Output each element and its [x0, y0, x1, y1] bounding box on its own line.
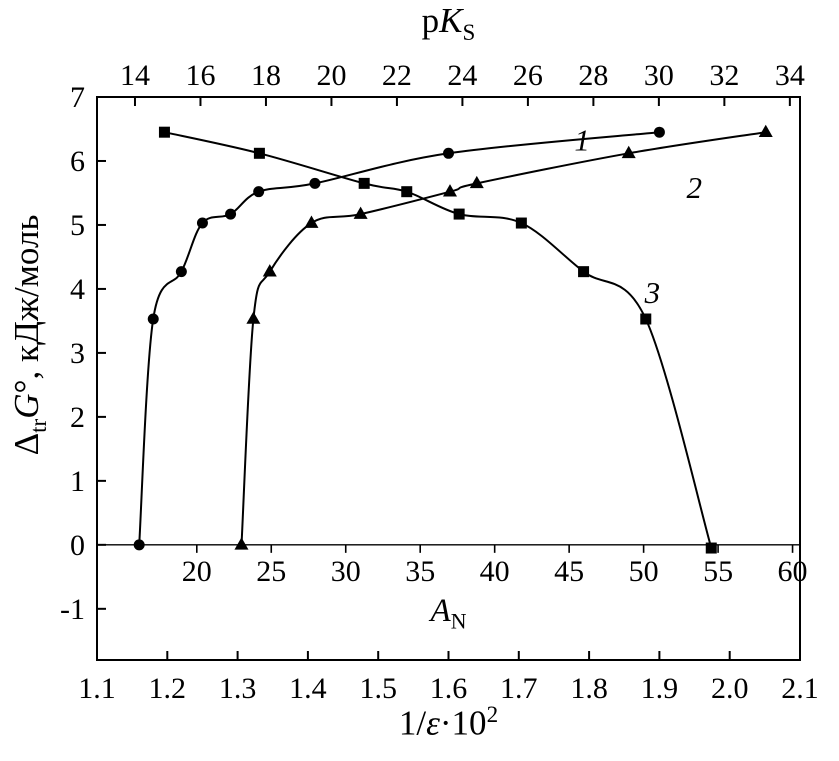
bottom-title-mid: ·10: [439, 703, 487, 743]
series-3-marker: [253, 147, 265, 159]
series-2-marker: [442, 184, 457, 197]
top-tick-label: 20: [316, 59, 346, 92]
series-3-marker: [578, 266, 590, 278]
bottom-tick-label: 1.9: [641, 672, 679, 705]
inner-tick-label: 50: [629, 555, 659, 588]
bottom-title-epsilon: ε: [426, 703, 440, 743]
top-tick-label: 14: [120, 59, 150, 92]
y-tick-label: 4: [70, 273, 85, 306]
series-2-marker: [304, 215, 319, 228]
series-2-marker: [758, 124, 773, 137]
inner-tick-label: 30: [331, 555, 361, 588]
series-2-marker: [469, 175, 484, 189]
bottom-axis-title: 1/ε·102: [97, 701, 800, 743]
series-3-marker: [401, 186, 413, 198]
bottom-tick-label: 1.8: [570, 672, 608, 705]
y-title-sub: tr: [25, 418, 51, 433]
series-3-marker: [453, 208, 465, 220]
inner-tick-label: 20: [182, 555, 212, 588]
series-1-marker: [443, 147, 454, 159]
y-tick-label: 1: [70, 465, 85, 498]
top-tick-label: 16: [185, 59, 215, 92]
bottom-tick-label: 1.5: [359, 672, 397, 705]
bottom-title-pre: 1/: [398, 703, 427, 743]
series-3-marker: [158, 126, 170, 138]
series-3-label: 3: [644, 275, 661, 310]
series-3-marker: [640, 313, 652, 325]
series-3-marker: [705, 542, 717, 554]
series-1-marker: [196, 217, 208, 229]
inner-tick-label: 55: [703, 555, 733, 588]
top-title-p: p: [421, 1, 440, 40]
top-title-sub: S: [462, 19, 476, 45]
series-1-marker: [133, 539, 145, 551]
y-tick-label: 7: [70, 81, 85, 114]
y-title-degree: °: [7, 379, 46, 394]
series-1-marker: [225, 208, 237, 220]
series-1-label: 1: [574, 123, 590, 158]
bottom-tick-label: 1.6: [430, 672, 468, 705]
series-1-marker: [147, 313, 159, 325]
bottom-tick-label: 1.2: [149, 672, 187, 705]
inner-tick-label: 25: [256, 555, 286, 588]
y-tick-label: 3: [70, 337, 85, 370]
top-tick-label: 32: [709, 59, 739, 92]
y-tick-label: 6: [70, 145, 85, 178]
inner-tick-label: 60: [778, 555, 808, 588]
series-3-marker: [358, 177, 370, 189]
top-tick-label: 28: [578, 59, 608, 92]
inner-axis-title: AN: [97, 593, 800, 635]
series-1-curve: [138, 131, 661, 546]
y-tick-label: 0: [70, 529, 85, 562]
series-2-label: 2: [687, 170, 703, 205]
bottom-tick-label: 2.1: [781, 672, 819, 705]
y-title-rest: , кДж/моль: [7, 214, 46, 380]
y-axis-title: ΔtrG°, кДж/моль: [7, 105, 52, 565]
series-2-marker: [234, 537, 249, 550]
y-tick-label: -1: [60, 593, 85, 626]
inner-title-a: A: [430, 593, 451, 629]
y-title-delta: Δ: [7, 432, 46, 456]
y-tick-label: 5: [70, 209, 85, 242]
series-2-marker: [262, 264, 277, 277]
y-title-symbol: G: [7, 393, 46, 419]
series-2-marker: [246, 311, 261, 324]
bottom-tick-label: 2.0: [711, 672, 749, 705]
series-1-marker: [253, 186, 265, 198]
y-tick-label: 2: [70, 401, 85, 434]
bottom-tick-label: 1.3: [219, 672, 257, 705]
series-1-marker: [175, 266, 187, 278]
series-1-marker: [309, 177, 321, 189]
series-3-marker: [515, 217, 527, 229]
bottom-tick-label: 1.4: [289, 672, 327, 705]
top-tick-label: 18: [251, 59, 281, 92]
top-tick-label: 22: [382, 59, 412, 92]
bottom-tick-label: 1.7: [500, 672, 538, 705]
inner-tick-label: 40: [480, 555, 510, 588]
top-tick-label: 34: [775, 59, 805, 92]
top-tick-label: 30: [644, 59, 674, 92]
inner-tick-label: 35: [405, 555, 435, 588]
series-3-curve: [163, 131, 713, 549]
inner-tick-label: 45: [554, 555, 584, 588]
top-axis-title: pKS: [97, 1, 800, 45]
top-title-k: K: [439, 1, 463, 40]
bottom-tick-label: 1.1: [78, 672, 116, 705]
bottom-title-sup: 2: [486, 701, 499, 727]
top-tick-label: 24: [447, 59, 477, 92]
top-tick-label: 26: [513, 59, 543, 92]
inner-title-sub: N: [450, 609, 467, 634]
series-2-marker: [621, 145, 636, 159]
series-1-marker: [653, 126, 665, 138]
series-2-marker: [353, 206, 368, 219]
